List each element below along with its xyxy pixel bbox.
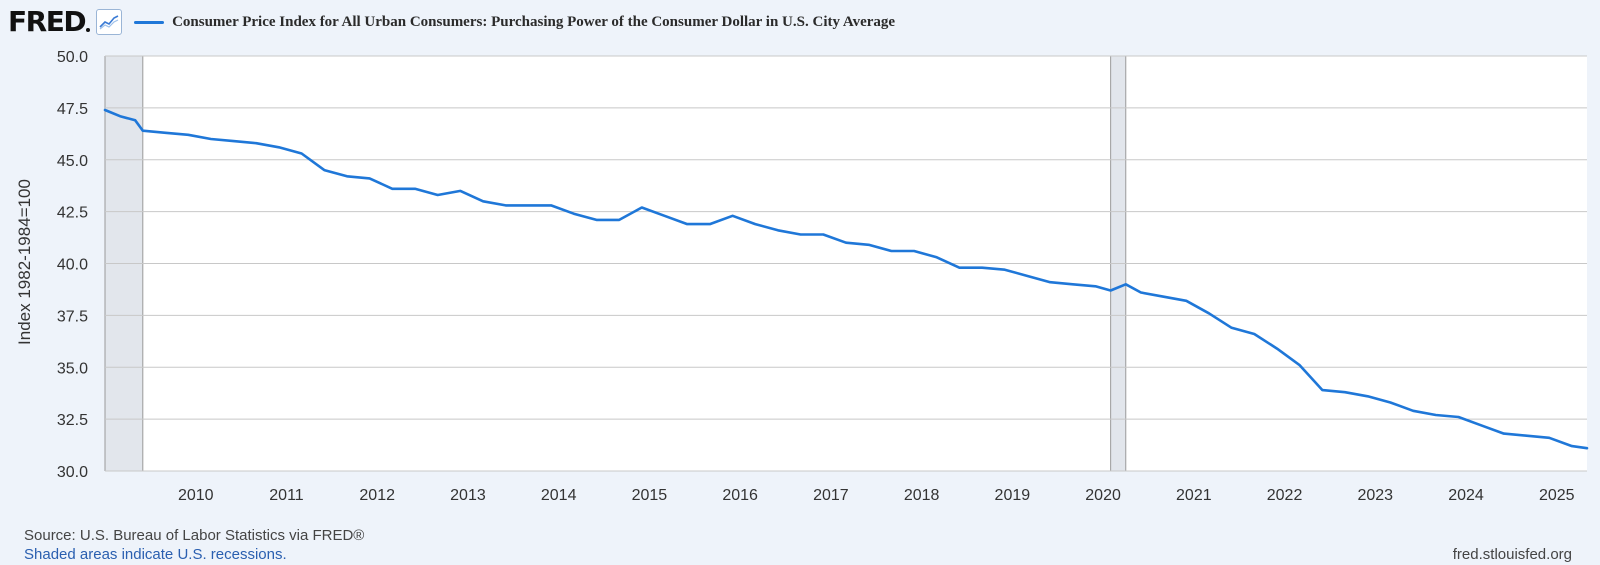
x-tick-label: 2012 bbox=[359, 487, 395, 504]
x-tick-label: 2011 bbox=[269, 487, 304, 504]
x-tick-label: 2017 bbox=[813, 487, 849, 504]
fred-logo[interactable]: FRED bbox=[8, 8, 91, 36]
series-title: Consumer Price Index for All Urban Consu… bbox=[172, 13, 896, 30]
gridlines bbox=[105, 55, 1587, 472]
x-axis-ticks: 2010 2011 2012 2013 2014 2015 2016 2017 2018 2019… bbox=[178, 487, 1575, 504]
legend-swatch bbox=[134, 20, 165, 24]
x-tick-label: 2023 bbox=[1357, 487, 1393, 504]
x-tick-label: 2016 bbox=[722, 487, 758, 504]
line-chart: 30.0 32.5 35.0 37.5 40.0 42.5 45.0 47.5 50.0 201… bbox=[57, 49, 1589, 504]
x-tick-label: 2020 bbox=[1085, 487, 1121, 504]
line-chart-icon[interactable] bbox=[96, 9, 123, 35]
recession-note-link[interactable]: Shaded areas indicate U.S. recessions. bbox=[24, 546, 287, 563]
x-tick-label: 2018 bbox=[904, 487, 940, 504]
x-tick-label: 2014 bbox=[541, 487, 577, 504]
x-tick-label: 2013 bbox=[450, 487, 486, 504]
x-tick-label: 2010 bbox=[178, 487, 214, 504]
y-tick-label: 50.0 bbox=[57, 49, 88, 66]
y-tick-label: 35.0 bbox=[57, 360, 88, 377]
x-tick-label: 2019 bbox=[995, 487, 1031, 504]
y-axis-label: Index 1982-1984=100 bbox=[15, 179, 34, 345]
x-tick-label: 2015 bbox=[632, 487, 668, 504]
x-tick-label: 2025 bbox=[1539, 487, 1575, 504]
y-tick-label: 37.5 bbox=[57, 308, 88, 325]
chart-header: FRED Consumer Price Index for All Urban … bbox=[8, 4, 895, 40]
y-tick-label: 42.5 bbox=[57, 205, 88, 222]
x-tick-label: 2022 bbox=[1267, 487, 1303, 504]
fred-url[interactable]: fred.stlouisfed.org bbox=[1452, 546, 1572, 563]
y-axis-ticks: 30.0 32.5 35.0 37.5 40.0 42.5 45.0 47.5 50.0 bbox=[57, 49, 88, 481]
y-tick-label: 40.0 bbox=[57, 257, 88, 274]
x-tick-label: 2021 bbox=[1176, 487, 1212, 504]
y-tick-label: 45.0 bbox=[57, 153, 88, 170]
series-line[interactable] bbox=[103, 108, 1589, 450]
x-tick-label: 2024 bbox=[1448, 487, 1484, 504]
source-note: Source: U.S. Bureau of Labor Statistics … bbox=[24, 527, 365, 544]
y-tick-label: 30.0 bbox=[57, 464, 88, 481]
y-tick-label: 32.5 bbox=[57, 412, 88, 429]
y-tick-label: 47.5 bbox=[57, 101, 88, 118]
